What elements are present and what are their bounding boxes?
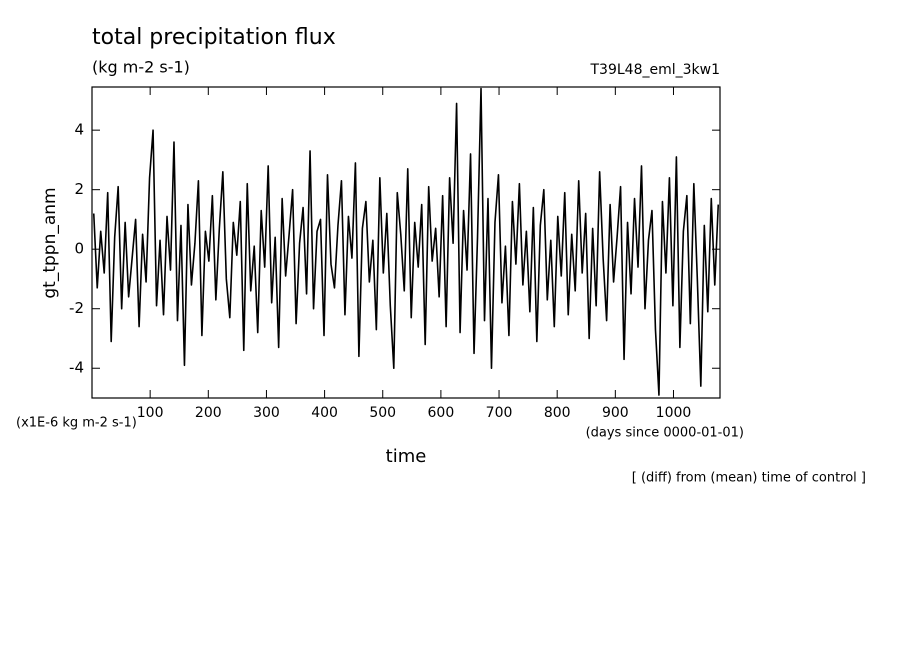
y-tick-label: 0: [74, 240, 84, 258]
y-tick-label: -2: [69, 299, 84, 317]
y-tick-label: -4: [69, 359, 84, 377]
x-axis-title: time: [386, 446, 427, 467]
plot-frame: [91, 86, 721, 399]
x-tick-label: 600: [428, 405, 455, 421]
annotation: [ (diff) from (mean) time of control ]: [632, 471, 866, 486]
y-axis-title: gt_tppn_anm: [40, 187, 60, 298]
x-tick-label: 1000: [656, 405, 692, 421]
run-label: T39L48_eml_3kw1: [590, 62, 721, 78]
x-tick-label: 700: [486, 405, 513, 421]
x-tick-label: 400: [311, 405, 338, 421]
y-tick-label: 4: [74, 121, 84, 139]
chart-title: total precipitation flux: [92, 25, 336, 50]
series-line: [92, 87, 720, 396]
chart-subtitle: (kg m-2 s-1): [92, 58, 190, 77]
x-tick-label: 100: [137, 405, 164, 421]
x-tick-label: 900: [602, 405, 629, 421]
x-unit: (days since 0000-01-01): [586, 426, 744, 441]
x-tick-label: 200: [195, 405, 222, 421]
y-unit: (x1E-6 kg m-2 s-1): [16, 416, 137, 431]
x-tick-label: 800: [544, 405, 571, 421]
y-tick-label: 2: [74, 180, 84, 198]
x-tick-label: 500: [369, 405, 396, 421]
x-tick-label: 300: [253, 405, 280, 421]
